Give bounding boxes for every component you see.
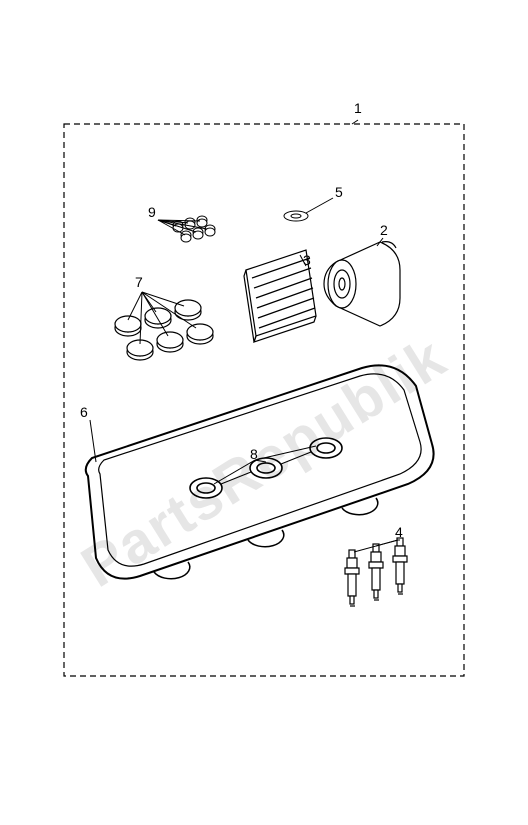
callout-9: 9 — [148, 204, 156, 220]
callout-6: 6 — [80, 404, 88, 420]
callout-8: 8 — [250, 446, 258, 462]
callout-4: 4 — [395, 524, 403, 540]
diagram-container: PartsRepublik — [0, 0, 528, 825]
part-spark-plugs-4 — [345, 538, 407, 606]
part-gasket-6 — [86, 365, 434, 578]
part-plug-seals-8 — [190, 438, 342, 498]
callout-5: 5 — [335, 184, 343, 200]
leader-6 — [90, 420, 96, 462]
callout-1: 1 — [354, 100, 362, 116]
part-small-washers-9 — [173, 216, 215, 242]
part-oil-filter-2 — [324, 242, 400, 326]
callout-2: 2 — [380, 222, 388, 238]
leader-5 — [306, 198, 333, 213]
callout-7: 7 — [135, 274, 143, 290]
part-washer-5 — [284, 211, 308, 221]
callout-3: 3 — [303, 252, 311, 268]
